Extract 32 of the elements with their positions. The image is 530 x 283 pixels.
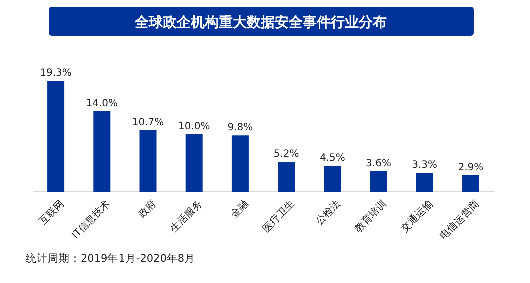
bar [94, 111, 111, 192]
bar [186, 134, 203, 192]
bar [416, 173, 434, 192]
data-label: 19.3% [40, 68, 72, 79]
bar [324, 166, 342, 192]
data-label: 10.0% [178, 121, 210, 132]
text: 统计周期：2019年1月-2020年8月 [26, 252, 196, 265]
x-tick-label: 生活服务 [168, 198, 205, 235]
x-tick-label: 政府 [136, 198, 159, 221]
bar [232, 136, 249, 192]
data-label: 5.2% [274, 149, 300, 160]
x-tick-label: 教育培训 [352, 198, 390, 235]
chart-title: 全球政企机构重大数据安全事件行业分布 [134, 14, 387, 31]
data-label: 3.6% [366, 158, 392, 170]
data-label: 4.5% [320, 153, 346, 164]
bar [370, 171, 388, 192]
x-tick-label: 交通运输 [398, 198, 436, 235]
data-label: 14.0% [86, 98, 118, 110]
x-tick-label: IT信息技术 [70, 198, 113, 242]
x-tick-label: 医疗卫生 [260, 198, 298, 235]
x-tick-label: 金融 [228, 198, 252, 221]
data-label: 9.8% [228, 122, 254, 134]
bar [48, 81, 65, 192]
data-label: 2.9% [458, 162, 484, 174]
bar [462, 175, 480, 192]
x-tick-label: 公检法 [314, 198, 344, 228]
x-tick-label: 互联网 [37, 198, 67, 228]
bar [278, 162, 296, 192]
data-label: 3.3% [412, 160, 438, 172]
bar [140, 130, 157, 192]
x-tick-label: 电信运营商 [438, 198, 482, 242]
data-label: 10.7% [132, 117, 164, 128]
